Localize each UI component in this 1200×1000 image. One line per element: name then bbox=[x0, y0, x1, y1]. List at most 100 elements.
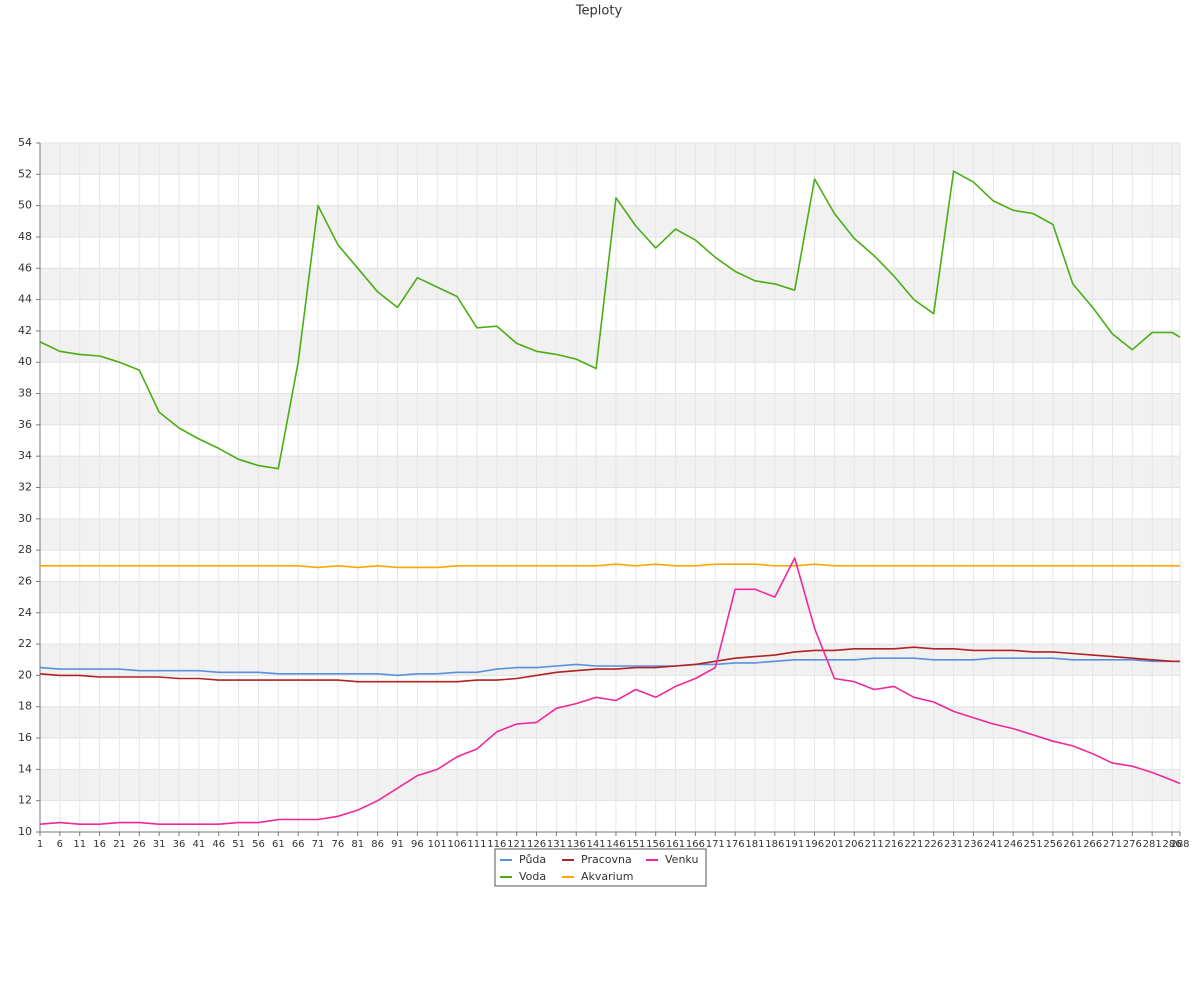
y-tick-label: 28 bbox=[18, 543, 32, 556]
x-tick-label: 81 bbox=[351, 839, 364, 850]
grid-band bbox=[40, 330, 1180, 363]
x-tick-label: 96 bbox=[411, 839, 424, 850]
x-tick-label: 6 bbox=[57, 839, 63, 850]
grid-band bbox=[40, 143, 1180, 175]
grid-band bbox=[40, 518, 1180, 551]
x-tick-label: 41 bbox=[193, 839, 206, 850]
x-tick-label: 201 bbox=[825, 839, 844, 850]
legend-label: Půda bbox=[519, 853, 546, 866]
y-tick-label: 14 bbox=[18, 762, 32, 775]
x-tick-label: 126 bbox=[527, 839, 546, 850]
x-tick-label: 271 bbox=[1103, 839, 1122, 850]
y-tick-label: 20 bbox=[18, 668, 32, 681]
x-tick-label: 121 bbox=[507, 839, 526, 850]
x-tick-label: 66 bbox=[292, 839, 305, 850]
y-tick-label: 26 bbox=[18, 574, 32, 587]
y-tick-label: 50 bbox=[18, 199, 32, 212]
x-tick-label: 131 bbox=[547, 839, 566, 850]
x-tick-label: 61 bbox=[272, 839, 285, 850]
x-tick-label: 71 bbox=[312, 839, 325, 850]
x-tick-label: 141 bbox=[587, 839, 606, 850]
x-tick-label: 31 bbox=[153, 839, 166, 850]
x-tick-label: 211 bbox=[865, 839, 884, 850]
grid-band bbox=[40, 456, 1180, 488]
y-tick-label: 22 bbox=[18, 637, 32, 650]
x-tick-label: 51 bbox=[232, 839, 245, 850]
x-tick-label: 266 bbox=[1083, 839, 1102, 850]
x-tick-label: 156 bbox=[646, 839, 665, 850]
grid-band bbox=[40, 769, 1180, 801]
x-tick-label: 136 bbox=[567, 839, 586, 850]
chart-title: Teploty bbox=[575, 4, 623, 19]
x-tick-label: 186 bbox=[765, 839, 784, 850]
y-tick-label: 36 bbox=[18, 418, 32, 431]
y-tick-label: 44 bbox=[18, 293, 32, 306]
grid-band bbox=[40, 393, 1180, 425]
grid-band bbox=[40, 581, 1180, 613]
x-tick-label: 161 bbox=[666, 839, 685, 850]
x-tick-label: 91 bbox=[391, 839, 404, 850]
x-tick-label: 251 bbox=[1023, 839, 1042, 850]
legend bbox=[494, 848, 707, 887]
x-tick-label: 16 bbox=[93, 839, 106, 850]
x-tick-label: 256 bbox=[1043, 839, 1062, 850]
series-line bbox=[39, 170, 1181, 470]
x-tick-label: 276 bbox=[1123, 839, 1142, 850]
y-tick-label: 32 bbox=[18, 481, 32, 494]
legend-label: Pracovna bbox=[581, 853, 632, 866]
x-tick-label: 206 bbox=[845, 839, 864, 850]
x-tick-label: 241 bbox=[984, 839, 1003, 850]
x-tick-label: 261 bbox=[1063, 839, 1082, 850]
x-tick-label: 171 bbox=[706, 839, 725, 850]
x-tick-label: 166 bbox=[686, 839, 705, 850]
grid-band bbox=[40, 268, 1180, 300]
x-tick-label: 286 bbox=[1163, 839, 1182, 850]
x-tick-label: 236 bbox=[964, 839, 983, 850]
x-tick-label: 176 bbox=[726, 839, 745, 850]
x-tick-label: 21 bbox=[113, 839, 126, 850]
series-line bbox=[40, 563, 1180, 569]
y-tick-label: 18 bbox=[18, 700, 32, 713]
x-tick-label: 36 bbox=[173, 839, 186, 850]
legend-label: Voda bbox=[519, 870, 546, 883]
y-tick-label: 30 bbox=[18, 512, 32, 525]
x-tick-label: 86 bbox=[371, 839, 384, 850]
x-tick-label: 221 bbox=[904, 839, 923, 850]
x-tick-label: 226 bbox=[924, 839, 943, 850]
y-tick-label: 52 bbox=[18, 167, 32, 180]
x-tick-label: 106 bbox=[448, 839, 467, 850]
series-line bbox=[39, 657, 1180, 677]
y-tick-label: 46 bbox=[18, 261, 32, 274]
x-tick-label: 216 bbox=[884, 839, 903, 850]
legend-label: Akvarium bbox=[581, 870, 633, 883]
x-tick-label: 151 bbox=[626, 839, 645, 850]
y-tick-label: 10 bbox=[18, 825, 32, 838]
x-tick-label: 196 bbox=[805, 839, 824, 850]
x-tick-label: 11 bbox=[73, 839, 86, 850]
x-tick-label: 101 bbox=[428, 839, 447, 850]
x-tick-label: 146 bbox=[606, 839, 625, 850]
grid-band bbox=[40, 706, 1180, 739]
y-tick-label: 16 bbox=[18, 731, 32, 744]
y-tick-label: 38 bbox=[18, 387, 32, 400]
y-tick-label: 48 bbox=[18, 230, 32, 243]
x-tick-label: 1 bbox=[37, 839, 43, 850]
series-line bbox=[39, 646, 1180, 683]
y-tick-label: 12 bbox=[18, 794, 32, 807]
y-tick-label: 40 bbox=[18, 355, 32, 368]
x-tick-label: 76 bbox=[332, 839, 345, 850]
x-tick-label: 56 bbox=[252, 839, 265, 850]
grid-band bbox=[40, 205, 1180, 237]
legend-label: Venku bbox=[665, 853, 698, 866]
x-tick-label: 111 bbox=[467, 839, 486, 850]
series-line bbox=[39, 557, 1181, 825]
x-tick-label: 116 bbox=[487, 839, 506, 850]
x-tick-label: 46 bbox=[212, 839, 225, 850]
x-tick-label: 246 bbox=[1004, 839, 1023, 850]
y-tick-label: 24 bbox=[18, 606, 32, 619]
x-tick-label: 26 bbox=[133, 839, 146, 850]
x-tick-label: 231 bbox=[944, 839, 963, 850]
x-tick-label: 191 bbox=[785, 839, 804, 850]
